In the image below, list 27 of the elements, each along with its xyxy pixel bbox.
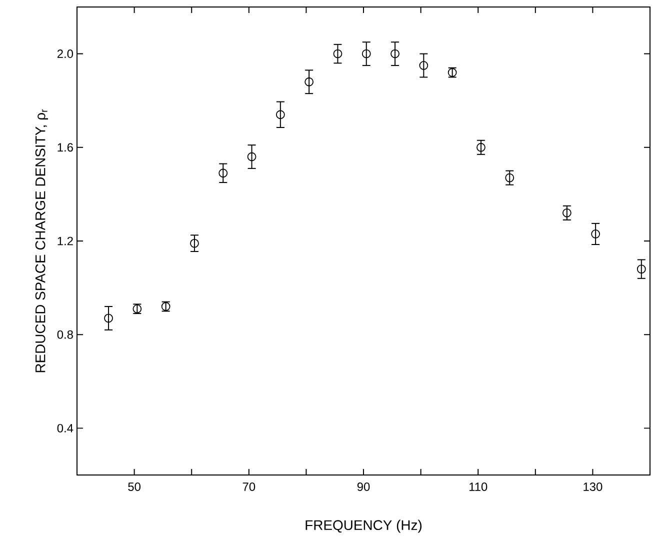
x-tick-label: 50 <box>128 482 140 491</box>
y-axis-title: REDUCED SPACE CHARGE DENSITY, ρ$_{r}$ <box>35 109 48 372</box>
y-tick-label: 2.0 <box>57 50 74 58</box>
point <box>304 77 314 86</box>
y-tick-label: 1.6 <box>58 143 73 152</box>
point <box>333 49 342 58</box>
point <box>390 49 400 58</box>
point <box>636 264 646 274</box>
x-axis-title: FREQUENCY (Hz) <box>306 520 422 533</box>
point <box>218 168 228 178</box>
x-tick-label: 110 <box>469 482 488 491</box>
point <box>419 61 428 70</box>
point <box>591 230 600 238</box>
point <box>104 314 113 323</box>
point <box>505 173 514 182</box>
point <box>190 238 199 248</box>
point <box>276 110 285 120</box>
point <box>362 49 371 58</box>
point <box>247 152 256 162</box>
y-tick-label: 1.2 <box>58 236 73 246</box>
point <box>562 208 572 218</box>
point <box>476 142 486 152</box>
x-tick-label: 70 <box>242 482 256 491</box>
x-tick-label: 90 <box>357 482 370 491</box>
y-tick-label: 0.8 <box>57 330 73 339</box>
x-tick-label: 130 <box>584 482 602 491</box>
y-tick-label: 0.4 <box>57 424 74 432</box>
